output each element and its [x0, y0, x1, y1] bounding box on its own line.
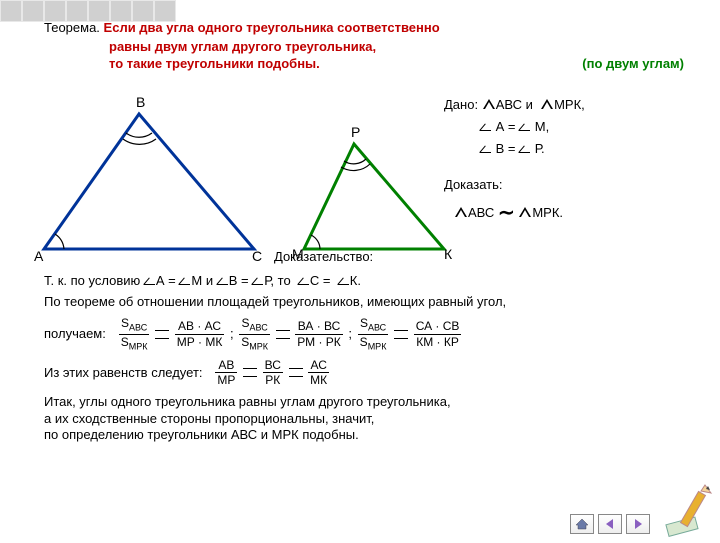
pencil-icon	[661, 483, 716, 538]
angle-icon	[179, 275, 191, 285]
svg-text:К: К	[444, 246, 453, 262]
header-decoration	[0, 0, 176, 22]
angle-icon	[144, 275, 156, 285]
equals-icon	[276, 330, 290, 339]
given-label: Дано:	[444, 97, 478, 112]
prove-label: Доказать:	[444, 177, 502, 192]
angle-icon	[480, 143, 492, 153]
ratio-line-1: получаем: SАВСSМРК АВ · АСМР · МК ; SАВС…	[44, 316, 694, 351]
equals-icon	[394, 330, 408, 339]
theorem-text-2: равны двум углам другого треугольника,	[109, 39, 694, 56]
angle-icon	[217, 275, 229, 285]
diagram-area: А В С М Р К Дано: АВС и МРК, А = М, В = …	[44, 79, 694, 269]
svg-text:А: А	[34, 248, 44, 264]
main-content: Теорема. Если два угла одного треугольни…	[44, 20, 694, 444]
theorem-text-1: Если два угла одного треугольника соотве…	[104, 20, 440, 35]
nav-buttons	[570, 514, 650, 534]
angle-icon	[252, 275, 264, 285]
prev-button[interactable]	[598, 514, 622, 534]
area-theorem-text: По теореме об отношении площадей треугол…	[44, 294, 694, 311]
proof-label: Доказательство:	[274, 249, 373, 266]
angle-icon	[298, 275, 310, 285]
triangle-icon	[455, 207, 467, 217]
svg-text:С: С	[252, 248, 262, 264]
similar-icon: ∼	[498, 202, 515, 224]
angle-icon	[519, 121, 531, 131]
triangles-svg: А В С М Р К	[24, 79, 464, 279]
next-button[interactable]	[626, 514, 650, 534]
triangle-icon	[519, 207, 531, 217]
angle-icon	[480, 121, 492, 131]
ratio-line-2: Из этих равенств следует: АВМР ВСРК АСМК	[44, 358, 694, 388]
equals-icon	[243, 368, 257, 377]
theorem-note: (по двум углам)	[582, 56, 684, 73]
svg-text:В: В	[136, 94, 145, 110]
conclusion: Итак, углы одного треугольника равны угл…	[44, 394, 694, 445]
angle-icon	[519, 143, 531, 153]
svg-text:Р: Р	[351, 124, 360, 140]
angle-icon	[338, 275, 350, 285]
equals-icon	[289, 368, 303, 377]
theorem-statement: Теорема. Если два угла одного треугольни…	[44, 20, 694, 37]
home-button[interactable]	[570, 514, 594, 534]
triangle-icon	[483, 99, 495, 109]
given-block: Дано: АВС и МРК, А = М, В = Р. Доказать:…	[444, 94, 585, 230]
equals-icon	[155, 330, 169, 339]
triangle-icon	[541, 99, 553, 109]
theorem-label: Теорема.	[44, 20, 100, 35]
